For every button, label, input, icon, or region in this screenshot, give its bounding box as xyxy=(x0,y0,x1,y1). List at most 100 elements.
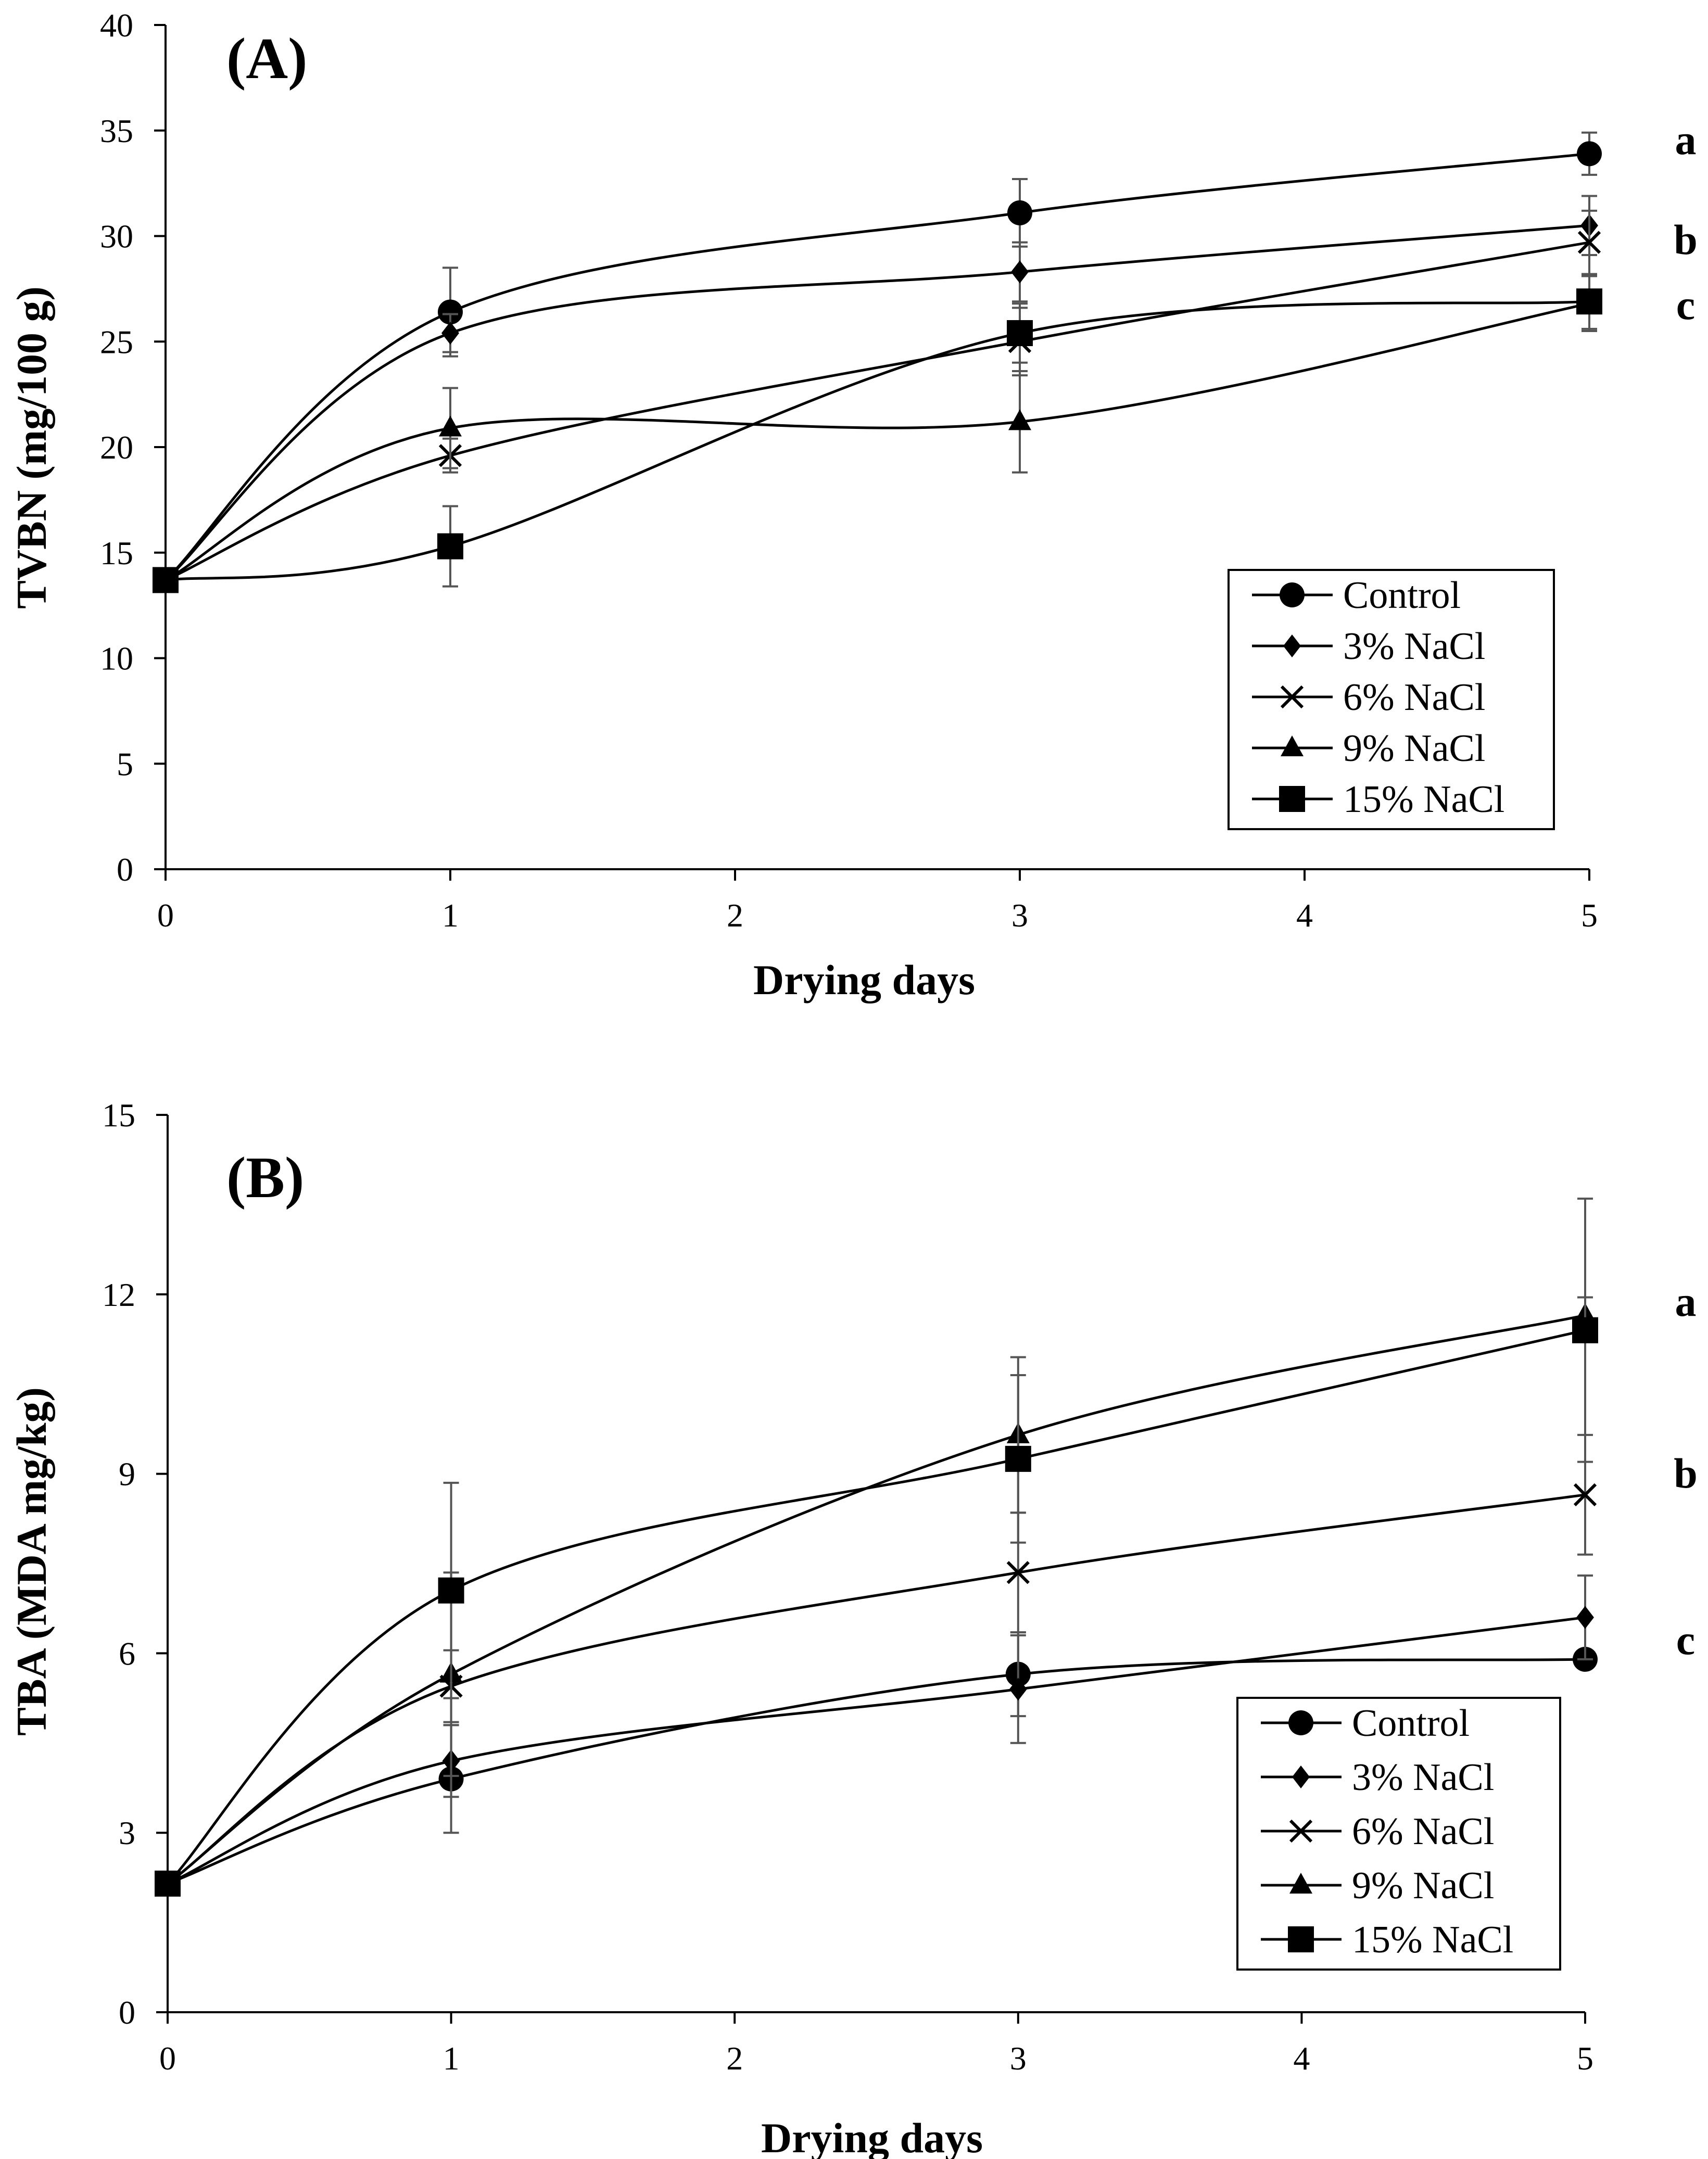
panel-b-x-axis-title: Drying days xyxy=(761,2114,983,2159)
legend-marker xyxy=(1280,685,1304,709)
series-control xyxy=(153,131,1602,593)
legend-label: 9% NaCl xyxy=(1352,1864,1494,1907)
x-tick-label: 1 xyxy=(443,2040,460,2077)
legend-marker xyxy=(1283,634,1301,657)
x-tick-label: 4 xyxy=(1293,2040,1310,2077)
legend-label: Control xyxy=(1352,1702,1470,1745)
legend-marker xyxy=(1288,1926,1314,1952)
x-tick-label: 2 xyxy=(726,2040,743,2077)
y-tick-label: 5 xyxy=(117,745,133,782)
data-point xyxy=(1576,288,1602,315)
series-9-nacl xyxy=(154,275,1601,589)
data-point xyxy=(1572,1317,1598,1343)
data-point xyxy=(437,533,463,560)
legend-item: 9% NaCl xyxy=(1252,727,1485,770)
legend-label: 3% NaCl xyxy=(1343,625,1485,668)
legend-item: 3% NaCl xyxy=(1261,1756,1494,1799)
data-point xyxy=(1008,409,1031,430)
x-tick-label: 3 xyxy=(1011,897,1028,934)
y-tick-label: 12 xyxy=(102,1276,135,1313)
legend-label: 15% NaCl xyxy=(1343,778,1504,821)
legend-item: 15% NaCl xyxy=(1261,1919,1513,1961)
group-label-b: b xyxy=(1674,216,1698,263)
series-line xyxy=(165,224,1590,581)
data-point xyxy=(1573,1483,1597,1506)
data-point xyxy=(438,299,463,325)
legend-marker xyxy=(1289,1819,1313,1843)
panel-b: (B) Drying days TBA (MDA mg/kg) 03691215… xyxy=(8,1097,1698,2159)
series-6-nacl xyxy=(154,209,1601,592)
series-line xyxy=(167,1329,1586,1885)
x-tick-label: 5 xyxy=(1577,2040,1593,2077)
legend-box xyxy=(1236,1697,1561,1971)
series-line xyxy=(167,1616,1586,1885)
series-line xyxy=(165,302,1590,581)
y-tick-label: 40 xyxy=(100,7,133,44)
panel-b-y-axis-title: TBA (MDA mg/kg) xyxy=(8,1387,55,1736)
x-tick-label: 3 xyxy=(1010,2040,1027,2077)
legend-label: Control xyxy=(1343,574,1461,617)
series-line xyxy=(165,300,1590,581)
data-point xyxy=(1577,231,1601,254)
group-label-a: a xyxy=(1675,116,1697,163)
legend-label: 15% NaCl xyxy=(1352,1919,1513,1961)
legend-label: 3% NaCl xyxy=(1352,1756,1494,1799)
series-line xyxy=(165,241,1590,581)
data-point xyxy=(1011,260,1029,284)
series-15-nacl xyxy=(155,1197,1598,1897)
y-tick-label: 9 xyxy=(119,1456,135,1493)
x-tick-label: 0 xyxy=(157,897,174,934)
data-point xyxy=(1007,320,1033,347)
legend-marker xyxy=(1292,1766,1310,1788)
series-line xyxy=(165,152,1590,581)
y-tick-label: 30 xyxy=(100,218,133,255)
y-tick-label: 15 xyxy=(100,535,133,572)
series-3-nacl xyxy=(157,195,1598,592)
x-tick-label: 4 xyxy=(1296,897,1313,934)
legend-marker xyxy=(1279,786,1305,812)
y-tick-label: 25 xyxy=(100,323,133,360)
group-label-a: a xyxy=(1675,1278,1697,1325)
legend-marker xyxy=(1289,1873,1312,1894)
data-point xyxy=(155,1870,181,1897)
data-point xyxy=(439,415,462,437)
series-line xyxy=(167,1314,1586,1885)
y-tick-label: 20 xyxy=(100,429,133,466)
legend-label: 9% NaCl xyxy=(1343,727,1485,770)
y-tick-label: 10 xyxy=(100,640,133,677)
x-tick-label: 1 xyxy=(442,897,459,934)
x-tick-label: 0 xyxy=(159,2040,176,2077)
panel-b-label: (B) xyxy=(226,1146,304,1210)
legend-item: 9% NaCl xyxy=(1261,1864,1494,1907)
data-point xyxy=(438,1577,464,1604)
legend-item: 6% NaCl xyxy=(1261,1810,1494,1853)
legend-label: 6% NaCl xyxy=(1352,1810,1494,1853)
group-label-c: c xyxy=(1676,1616,1695,1663)
data-point xyxy=(153,567,179,593)
group-label-b: b xyxy=(1674,1450,1698,1497)
group-label-c: c xyxy=(1676,281,1695,328)
y-tick-label: 6 xyxy=(119,1635,135,1672)
legend-marker xyxy=(1281,735,1304,756)
legend-label: 6% NaCl xyxy=(1343,676,1485,719)
data-point xyxy=(1006,1561,1030,1584)
legend-item: Control xyxy=(1252,574,1461,617)
panel-a-y-axis-title: TVBN (mg/100 g) xyxy=(8,286,55,609)
y-tick-label: 3 xyxy=(119,1814,135,1851)
y-tick-label: 0 xyxy=(117,851,133,888)
data-point xyxy=(1009,1678,1027,1701)
series-15-nacl xyxy=(153,273,1602,593)
panel-a: (A) Drying days TVBN (mg/100 g) 05101520… xyxy=(8,7,1698,1004)
legend-item: 6% NaCl xyxy=(1252,676,1485,719)
y-tick-label: 35 xyxy=(100,112,133,149)
legend-item: 3% NaCl xyxy=(1252,625,1485,668)
panel-a-label: (A) xyxy=(226,27,307,91)
legend-marker xyxy=(1280,582,1305,607)
legend-item: 15% NaCl xyxy=(1252,778,1504,821)
legend-marker xyxy=(1288,1710,1313,1735)
data-point xyxy=(441,322,459,345)
x-tick-label: 2 xyxy=(727,897,743,934)
data-point xyxy=(1005,1445,1031,1472)
y-tick-label: 15 xyxy=(102,1097,135,1134)
